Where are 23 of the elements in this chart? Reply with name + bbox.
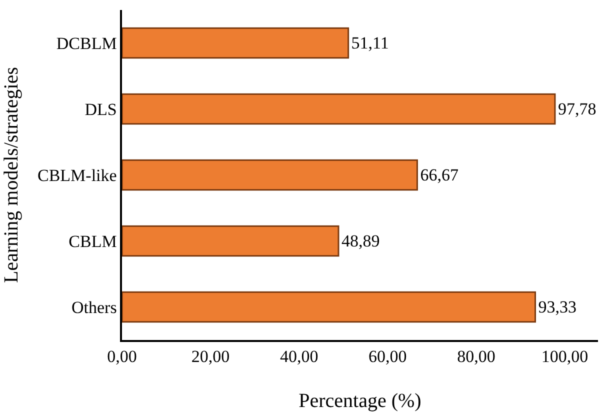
x-tick-label: 60,00 xyxy=(368,347,407,366)
x-axis-title: Percentage (%) xyxy=(298,390,422,412)
y-axis-title: Learning models/strategies xyxy=(0,66,23,284)
x-tick-label: 20,00 xyxy=(191,347,230,366)
data-label: 93,33 xyxy=(538,298,577,316)
bar xyxy=(122,225,340,257)
bar xyxy=(122,291,536,323)
data-label: 51,11 xyxy=(351,34,389,52)
x-tick-label: 40,00 xyxy=(280,347,318,366)
y-tick-label: CBLM xyxy=(68,232,117,251)
y-tick-label: CBLM-like xyxy=(38,166,117,185)
data-label: 48,89 xyxy=(341,232,380,250)
y-tick-label: Others xyxy=(72,298,117,317)
data-label: 66,67 xyxy=(420,166,459,184)
y-tick-label: DLS xyxy=(84,100,117,119)
x-tick-label: 80,00 xyxy=(457,347,496,366)
bar xyxy=(122,159,418,191)
y-tick-label: DCBLM xyxy=(56,34,117,53)
x-tick-label: 0,00 xyxy=(107,347,137,366)
x-tick-label: 100,00 xyxy=(541,347,588,366)
bar xyxy=(122,93,556,125)
bar xyxy=(122,27,350,59)
data-label: 97,78 xyxy=(558,100,596,118)
